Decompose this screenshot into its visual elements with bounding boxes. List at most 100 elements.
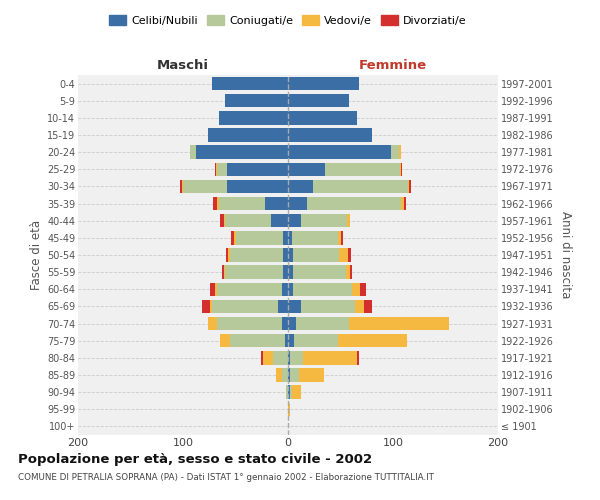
Bar [288,231,292,244]
Bar [355,300,364,313]
Bar [325,162,400,176]
Bar [408,180,409,193]
Bar [230,248,283,262]
Bar [292,386,301,399]
Bar [217,162,227,176]
Bar [217,282,282,296]
Bar [227,162,288,176]
Bar [307,197,401,210]
Bar [299,368,324,382]
Bar [277,300,288,313]
Bar [290,368,299,382]
Text: Maschi: Maschi [157,58,209,71]
Bar [288,351,290,364]
Bar [293,266,346,279]
Bar [227,180,288,193]
Bar [222,266,224,279]
Bar [349,317,449,330]
Bar [301,214,347,228]
Bar [346,266,350,279]
Bar [285,334,288,347]
Bar [183,180,227,193]
Bar [225,214,271,228]
Bar [404,197,406,210]
Bar [283,266,288,279]
Bar [288,146,391,159]
Bar [220,214,224,228]
Bar [283,231,288,244]
Bar [288,77,359,90]
Bar [212,77,288,90]
Bar [348,248,351,262]
Bar [288,197,307,210]
Bar [208,128,288,141]
Bar [196,146,288,159]
Text: Femmine: Femmine [359,58,427,71]
Bar [303,351,358,364]
Bar [288,111,358,124]
Bar [409,180,411,193]
Bar [391,146,400,159]
Bar [180,180,182,193]
Bar [340,248,348,262]
Bar [282,282,288,296]
Bar [224,214,225,228]
Bar [214,197,217,210]
Bar [228,248,230,262]
Bar [301,300,355,313]
Bar [288,128,372,141]
Bar [283,248,288,262]
Bar [277,368,282,382]
Bar [296,317,349,330]
Bar [225,266,283,279]
Bar [288,368,290,382]
Bar [400,146,401,159]
Bar [347,214,350,228]
Bar [210,300,212,313]
Bar [292,231,338,244]
Bar [215,282,217,296]
Bar [352,282,361,296]
Y-axis label: Anni di nascita: Anni di nascita [559,212,572,298]
Bar [288,317,296,330]
Bar [313,180,408,193]
Bar [208,317,217,330]
Bar [274,351,288,364]
Bar [190,146,196,159]
Bar [271,214,288,228]
Bar [341,231,343,244]
Bar [260,351,263,364]
Bar [282,368,288,382]
Bar [286,386,288,399]
Bar [225,94,288,108]
Bar [230,334,285,347]
Bar [338,334,407,347]
Bar [288,334,295,347]
Bar [288,180,313,193]
Bar [401,197,404,210]
Bar [290,351,303,364]
Bar [288,282,293,296]
Bar [263,351,274,364]
Bar [361,282,366,296]
Bar [288,386,290,399]
Bar [288,214,301,228]
Bar [217,197,218,210]
Bar [400,162,401,176]
Bar [182,180,183,193]
Bar [350,266,352,279]
Bar [224,266,225,279]
Bar [265,197,288,210]
Bar [290,386,292,399]
Bar [282,317,288,330]
Text: Popolazione per età, sesso e stato civile - 2002: Popolazione per età, sesso e stato civil… [18,452,372,466]
Bar [202,300,210,313]
Bar [212,300,277,313]
Bar [401,162,403,176]
Bar [218,197,265,210]
Bar [358,351,359,364]
Bar [288,300,301,313]
Legend: Celibi/Nubili, Coniugati/e, Vedovi/e, Divorziati/e: Celibi/Nubili, Coniugati/e, Vedovi/e, Di… [105,10,471,30]
Bar [288,402,290,416]
Y-axis label: Fasce di età: Fasce di età [29,220,43,290]
